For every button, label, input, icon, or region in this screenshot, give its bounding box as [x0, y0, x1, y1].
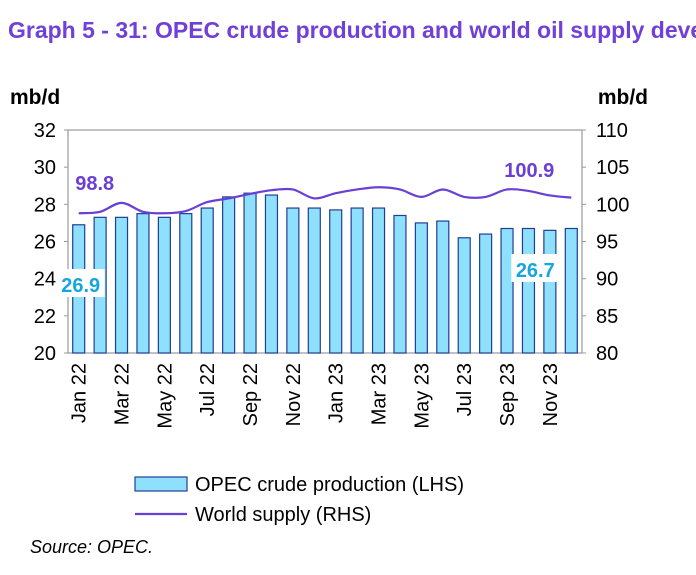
bar: [114, 216, 129, 354]
bar: [136, 213, 150, 354]
bar: [329, 209, 343, 354]
y-tick-label: 28: [34, 194, 56, 216]
legend-swatch: [134, 476, 188, 492]
bar: [179, 213, 193, 354]
bar: [157, 216, 171, 354]
data-label-box: [511, 254, 560, 282]
y-tick-label: 20: [34, 343, 56, 365]
y2-tick-label: 85: [596, 306, 618, 328]
bar: [543, 229, 557, 354]
x-tick-label: Sep 23: [497, 363, 519, 426]
bar: [479, 233, 493, 354]
y2-tick-label: 110: [596, 120, 628, 142]
bar: [436, 220, 450, 354]
data-label: 26.9: [61, 275, 100, 297]
x-tick-label: Sep 22: [240, 363, 262, 426]
legend-label: OPEC crude production (LHS): [195, 474, 464, 496]
bar: [307, 207, 321, 354]
data-label-box: [56, 269, 105, 297]
y2-tick-label: 80: [596, 343, 618, 365]
data-label: 100.9: [504, 160, 554, 182]
y2-tick-label: 95: [596, 232, 618, 254]
bar: [243, 192, 257, 354]
bar: [264, 194, 279, 354]
x-tick-label: May 23: [411, 363, 433, 429]
chart-title: Graph 5 - 31: OPEC crude production and …: [8, 17, 696, 43]
bar: [350, 207, 364, 354]
y-tick-label: 32: [34, 120, 56, 142]
bar: [222, 196, 236, 354]
bar: [371, 207, 386, 354]
legend-label: World supply (RHS): [195, 504, 371, 526]
line-series: [78, 186, 572, 215]
x-tick-label: Nov 22: [283, 363, 305, 426]
data-label: 98.8: [75, 173, 114, 195]
y-tick-label: 30: [34, 157, 56, 179]
y-tick-label: 26: [34, 232, 56, 254]
bar: [564, 227, 578, 354]
x-tick-label: Mar 23: [369, 363, 391, 425]
x-tick-label: Jul 22: [197, 363, 219, 416]
y-tick-label: 22: [34, 306, 56, 328]
y-axis-unit: mb/d: [10, 86, 60, 109]
bar: [286, 207, 300, 354]
y2-tick-label: 100: [596, 194, 629, 216]
x-tick-label: May 22: [154, 363, 176, 429]
y2-axis-unit: mb/d: [598, 86, 648, 109]
bar: [521, 227, 536, 354]
x-tick-label: Jan 23: [326, 363, 348, 423]
y2-tick-label: 90: [596, 269, 618, 291]
source-note: Source: OPEC.: [30, 537, 153, 557]
x-tick-label: Jul 23: [454, 363, 476, 416]
y-tick-label: 24: [34, 269, 56, 291]
x-tick-label: Jan 22: [69, 363, 91, 423]
bar: [457, 237, 471, 354]
bar: [393, 214, 407, 354]
bar: [200, 207, 214, 354]
y2-tick-label: 105: [596, 157, 629, 179]
x-tick-label: Nov 23: [540, 363, 562, 426]
bar: [414, 222, 428, 354]
bar: [500, 227, 514, 354]
data-label: 26.7: [516, 260, 555, 282]
x-tick-label: Mar 22: [112, 363, 134, 425]
